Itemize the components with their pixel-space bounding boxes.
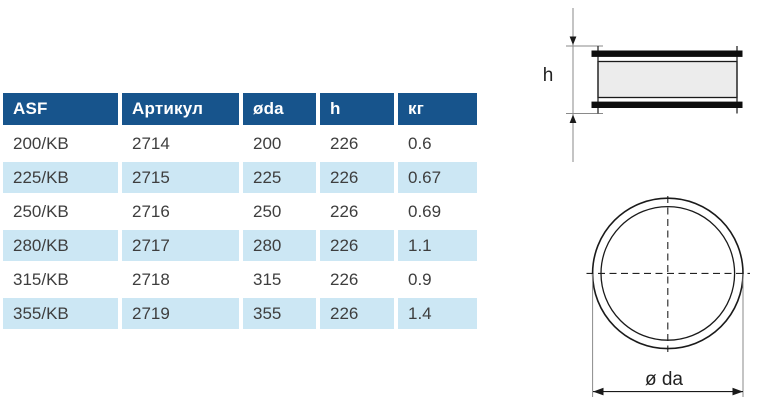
table-header-oda: øda (243, 93, 316, 125)
table-header-h: h (320, 93, 394, 125)
table-cell: 280 (243, 230, 316, 261)
arrow-down-icon (569, 36, 577, 45)
table-cell: 2718 (122, 264, 239, 295)
table-cell: 2716 (122, 196, 239, 227)
top-view-diagram: ø da (586, 196, 750, 397)
table-cell: 226 (320, 162, 394, 193)
table-cell: 2719 (122, 298, 239, 329)
table-cell: 2715 (122, 162, 239, 193)
spec-table: ASF Артикул øda h кг 200/KB 2714 200 226… (3, 93, 477, 329)
table-cell: 1.4 (398, 298, 477, 329)
table-header-kg: кг (398, 93, 477, 125)
table-cell: 226 (320, 230, 394, 261)
table-cell: 250/KB (3, 196, 118, 227)
arrow-up-icon (569, 114, 577, 123)
table-cell: 226 (320, 196, 394, 227)
table-cell: 225/KB (3, 162, 118, 193)
table-cell: 0.9 (398, 264, 477, 295)
table-cell: 315 (243, 264, 316, 295)
table-cell: 225 (243, 162, 316, 193)
table-cell: 0.67 (398, 162, 477, 193)
table-cell: 200/KB (3, 128, 118, 159)
table-cell: 355 (243, 298, 316, 329)
table-cell: 355/KB (3, 298, 118, 329)
arrow-right-icon (732, 387, 743, 396)
bottom-clamp-bar (591, 101, 743, 108)
table-cell: 0.6 (398, 128, 477, 159)
arrow-left-icon (593, 387, 604, 396)
table-cell: 1.1 (398, 230, 477, 261)
table-cell: 226 (320, 128, 394, 159)
table-cell: 250 (243, 196, 316, 227)
table-cell: 2714 (122, 128, 239, 159)
table-cell: 315/KB (3, 264, 118, 295)
table-cell: 2717 (122, 230, 239, 261)
table-cell: 0.69 (398, 196, 477, 227)
diameter-dimension-label: ø da (645, 369, 683, 390)
side-view-diagram: h (543, 8, 743, 162)
height-dimension-label: h (543, 65, 554, 86)
top-clamp-bar (591, 50, 743, 57)
table-header-artikul: Артикул (122, 93, 239, 125)
table-header-asf: ASF (3, 93, 118, 125)
table-cell: 200 (243, 128, 316, 159)
table-cell: 226 (320, 264, 394, 295)
table-cell: 280/KB (3, 230, 118, 261)
table-cell: 226 (320, 298, 394, 329)
